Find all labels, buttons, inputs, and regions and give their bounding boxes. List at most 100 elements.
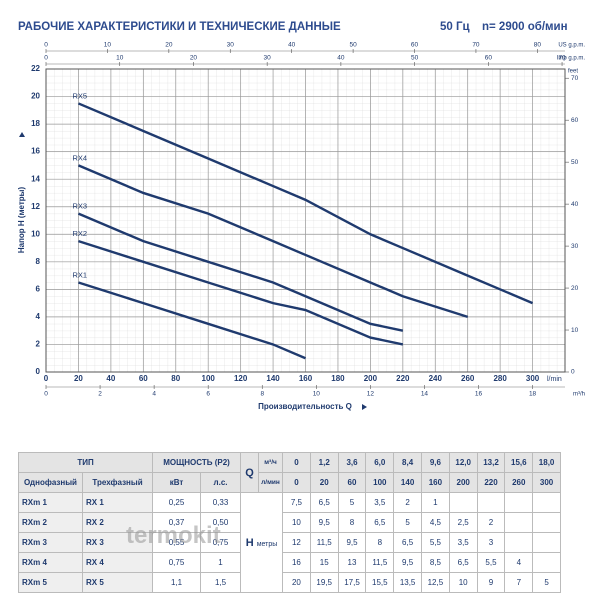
table-cell: ТИП [17,452,154,473]
tick-label: 40 [337,55,345,62]
table-cell: 12,0 [448,452,478,473]
table-cell: л/мин [258,472,284,493]
tick-label: 20 [571,285,579,292]
x-tick-label: 240 [429,374,443,383]
table-cell: 1,2 [309,452,339,473]
y-tick-label: 6 [36,284,41,293]
table-cell: 6,5 [393,532,422,553]
table-cell: RXm 1 [18,492,83,513]
table-cell: 220 [476,472,506,493]
table-cell: 3 [476,532,506,553]
y-tick-label: 14 [31,174,40,183]
table-cell: 9 [476,572,506,593]
table-cell: RX 1 [81,492,154,513]
table-cell: 5,5 [476,552,506,573]
table-cell: 6,5 [448,552,478,573]
table-cell: 9,5 [393,552,422,573]
tick-label: 20 [165,42,173,49]
table-cell: 4,5 [421,512,450,533]
table-cell: 0 [282,452,311,473]
table-row: RXm 5 RX 5 1,1 1,5 20 19,5 17,5 15,5 13,5 12,5 10 9… [18,572,561,593]
y-tick-label: 18 [31,119,40,128]
speed: n= 2900 об/мин [482,21,568,33]
plot-frame [45,68,566,373]
table-cell: 8,4 [393,452,422,473]
axis-unit: m³/h [573,392,585,398]
table-cell: 1,1 [152,572,202,593]
tick-label: 40 [571,201,579,208]
tick-label: 18 [529,391,537,398]
x-tick-label: 220 [396,374,410,383]
table-cell [476,492,506,513]
table-cell: 19,5 [309,572,339,593]
table-cell: 140 [393,472,422,493]
tick-label: 8 [260,391,264,398]
table-cell: 1 [200,552,242,573]
x-tick-label: 280 [493,374,507,383]
series-line [78,240,404,346]
table-cell: 4 [504,552,534,573]
x-tick-label: 260 [461,374,475,383]
x-tick-label: 60 [139,374,148,383]
table-cell: 12,5 [421,572,450,593]
table-cell: 8 [337,512,367,533]
table-cell: 200 [448,472,478,493]
x-unit: l/min [547,376,562,383]
table-cell: RXm 2 [18,512,83,533]
table-cell: 13 [337,552,367,573]
table-cell: 0 [282,472,311,493]
table-cell: 11,5 [309,532,339,553]
table-cell: 3,5 [448,532,478,553]
tick-label: 20 [190,55,198,62]
table-cell: 10 [282,512,311,533]
x-tick-label: 20 [74,374,83,383]
table-cell [504,532,534,553]
title: РАБОЧИЕ ХАРАКТЕРИСТИКИ И ТЕХНИЧЕСКИЕ ДАН… [18,21,341,33]
table-cell: 5 [532,572,561,593]
arrow [19,132,25,137]
x-tick-label: 80 [171,374,180,383]
table-row: RXm 3 RX 3 0,55 0,75 12 11,5 9,5 8 6,5 5,5 3,5 3 [18,532,561,553]
table-cell: 300 [532,472,561,493]
tick-label: 30 [227,42,235,49]
tick-label: 30 [264,55,272,62]
x-tick-label: 300 [526,374,540,383]
table-cell: МОЩНОСТЬ (P2) [152,452,242,473]
table-cell: л.с. [200,472,242,493]
table-cell: 15 [309,552,339,573]
table-cell: м³/ч [258,452,284,473]
table-cell: 7,5 [282,492,311,513]
table-cell: 0,75 [152,552,202,573]
tick-label: 60 [571,117,579,124]
table-cell: RX 4 [81,552,154,573]
table-cell: Q [240,452,260,493]
table-cell: 2 [393,492,422,513]
series-line [77,164,469,319]
series-label: RX1 [72,270,87,279]
table-cell: 1,5 [200,572,242,593]
table-cell: 5 [393,512,422,533]
table-cell: 10 [448,572,478,593]
tick-label: 40 [288,42,296,49]
table-cell [532,492,561,513]
table-cell: RXm 3 [18,532,83,553]
table-cell: 18,0 [532,452,561,473]
table-row: Однофазный Трехфазный кВт л.с. л/мин 0 20 60 100… [18,472,561,493]
y-tick-label: 2 [36,340,41,349]
y-tick-label: 4 [36,312,41,321]
tick-label: 0 [44,42,48,49]
tick-label: 50 [411,55,419,62]
chart: РАБОЧИЕ ХАРАКТЕРИСТИКИ И ТЕХНИЧЕСКИЕ ДАН… [17,21,585,411]
table-cell: RX 3 [81,532,154,553]
tick-label: 10 [313,391,321,398]
tick-label: 60 [411,42,419,49]
table-cell: 2,5 [448,512,478,533]
series-line [77,212,404,332]
y-tick-label: 12 [31,202,40,211]
series-label: RX2 [72,229,87,238]
table-cell: 8 [365,532,395,553]
table-cell: 3,6 [337,452,367,473]
